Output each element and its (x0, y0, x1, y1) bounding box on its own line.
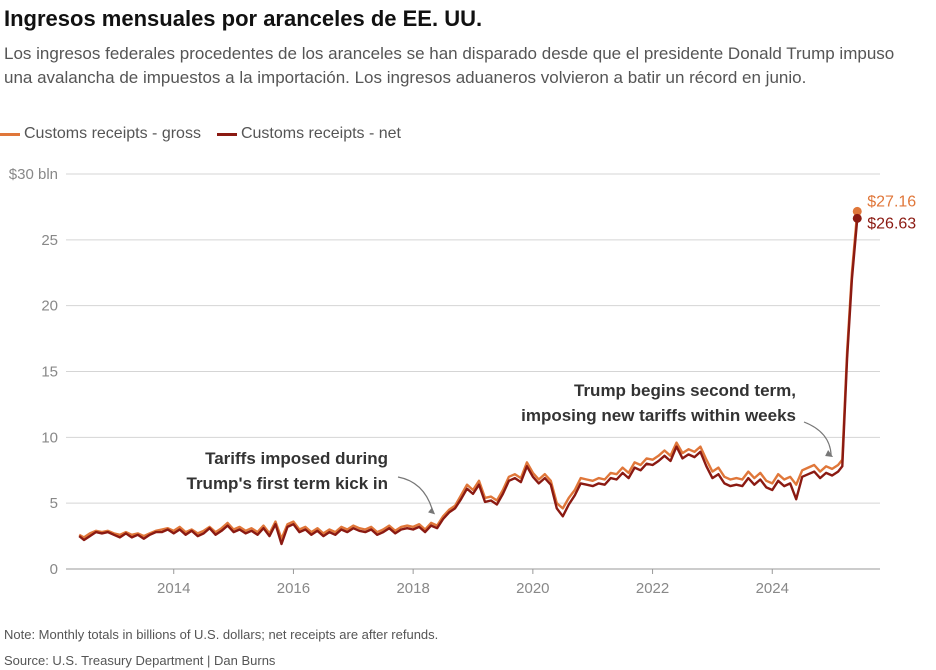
x-tick-label: 2018 (396, 580, 429, 597)
legend-label-gross: Customs receipts - gross (24, 125, 201, 142)
line-chart: 0 5 10 15 20 25 $30 bln 2014 2016 2018 2020 2022 202… (9, 166, 917, 597)
x-tick-label: 2020 (516, 580, 549, 597)
end-label-gross: $27.16 (867, 193, 916, 210)
x-tick-label: 2024 (756, 580, 789, 597)
annotation-arrow-second-term (803, 421, 832, 456)
y-tick-label: $30 bln (9, 166, 58, 183)
y-tick-label: 5 (50, 495, 58, 512)
legend-swatch-net (216, 132, 237, 136)
annotation-second-term-line2: imposing new tariffs within weeks (521, 406, 796, 425)
x-tick-label: 2014 (157, 580, 190, 597)
y-tick-label: 20 (41, 298, 58, 315)
x-tick-label: 2022 (636, 580, 669, 597)
y-tick-label: 10 (41, 429, 58, 446)
y-tick-label: 15 (41, 364, 58, 381)
chart-title: Ingresos mensuales por aranceles de EE. … (4, 6, 483, 31)
legend-swatch-gross (0, 132, 20, 136)
legend-label-net: Customs receipts - net (240, 125, 401, 142)
annotation-first-term-line1: Tariffs imposed during (205, 449, 388, 468)
annotation-arrow-first-term (397, 476, 434, 513)
x-tick-label: 2016 (277, 580, 310, 597)
annotation-first-term-line2: Trump's first term kick in (187, 474, 389, 493)
end-point-gross (852, 206, 862, 216)
y-tick-label: 0 (50, 561, 58, 578)
annotation-arrowhead-second-term (825, 450, 834, 458)
annotation-second-term-line1: Trump begins second term, (574, 381, 796, 400)
chart-source: Source: U.S. Treasury Department | Dan B… (4, 653, 276, 668)
y-tick-label: 25 (41, 232, 58, 249)
series-line-net (78, 218, 859, 546)
annotation-arrowhead-first-term (428, 507, 436, 515)
legend: Customs receipts - gross Customs receipt… (0, 125, 417, 143)
end-point-net (852, 213, 862, 223)
legend-item-gross: Customs receipts - gross (0, 125, 201, 143)
chart-note: Note: Monthly totals in billions of U.S.… (4, 627, 439, 642)
end-label-net: $26.63 (867, 215, 916, 232)
legend-item-net: Customs receipts - net (216, 125, 401, 143)
chart-subtitle: Los ingresos federales procedentes de lo… (4, 44, 895, 87)
